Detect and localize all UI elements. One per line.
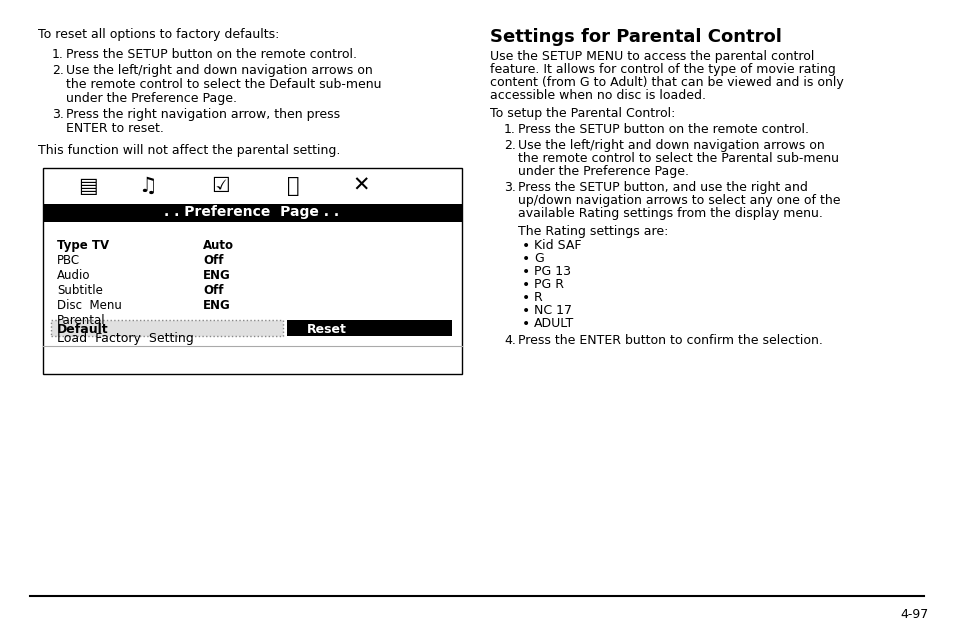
- Text: ⚿: ⚿: [287, 176, 299, 196]
- Text: 1.: 1.: [503, 123, 516, 136]
- Text: Audio: Audio: [57, 269, 91, 282]
- Text: content (from G to Adult) that can be viewed and is only: content (from G to Adult) that can be vi…: [490, 76, 842, 89]
- Text: Off: Off: [203, 284, 223, 297]
- Text: under the Preference Page.: under the Preference Page.: [517, 165, 688, 178]
- Text: •: •: [521, 291, 530, 305]
- Bar: [43, 204, 461, 222]
- Text: ▤: ▤: [78, 176, 98, 196]
- Text: 4-97: 4-97: [899, 608, 927, 621]
- Text: the remote control to select the Default sub-menu: the remote control to select the Default…: [66, 78, 381, 91]
- Text: NC 17: NC 17: [534, 304, 572, 317]
- Text: under the Preference Page.: under the Preference Page.: [66, 92, 236, 105]
- Text: Press the right navigation arrow, then press: Press the right navigation arrow, then p…: [66, 108, 340, 121]
- Text: Settings for Parental Control: Settings for Parental Control: [490, 28, 781, 46]
- Text: R: R: [534, 291, 542, 304]
- Text: PG 13: PG 13: [534, 265, 571, 278]
- Text: 1.: 1.: [52, 48, 64, 61]
- Text: To setup the Parental Control:: To setup the Parental Control:: [490, 107, 675, 120]
- Text: ENG: ENG: [203, 299, 231, 312]
- Text: 2.: 2.: [503, 139, 516, 152]
- Text: G: G: [534, 252, 543, 265]
- Text: Press the SETUP button on the remote control.: Press the SETUP button on the remote con…: [517, 123, 808, 136]
- Bar: [43, 168, 461, 374]
- Text: Auto: Auto: [203, 239, 233, 252]
- Text: Disc  Menu: Disc Menu: [57, 299, 122, 312]
- Text: up/down navigation arrows to select any one of the: up/down navigation arrows to select any …: [517, 194, 840, 207]
- Text: Press the ENTER button to confirm the selection.: Press the ENTER button to confirm the se…: [517, 334, 822, 347]
- Text: 3.: 3.: [503, 181, 516, 194]
- Text: 2.: 2.: [52, 64, 64, 77]
- Text: •: •: [521, 317, 530, 331]
- Text: ENG: ENG: [203, 269, 231, 282]
- Text: Use the left/right and down navigation arrows on: Use the left/right and down navigation a…: [517, 139, 824, 152]
- Text: Reset: Reset: [307, 323, 347, 336]
- Bar: [287, 320, 452, 336]
- Text: Off: Off: [203, 254, 223, 267]
- Text: Type TV: Type TV: [57, 239, 109, 252]
- Text: ✕: ✕: [352, 176, 370, 196]
- Text: PBC: PBC: [57, 254, 80, 267]
- Text: ♫: ♫: [138, 176, 157, 196]
- Text: accessible when no disc is loaded.: accessible when no disc is loaded.: [490, 89, 705, 102]
- Text: Use the left/right and down navigation arrows on: Use the left/right and down navigation a…: [66, 64, 373, 77]
- Text: ☑: ☑: [212, 176, 230, 196]
- Text: Use the SETUP MENU to access the parental control: Use the SETUP MENU to access the parenta…: [490, 50, 814, 63]
- Text: The Rating settings are:: The Rating settings are:: [517, 225, 668, 238]
- Text: To reset all options to factory defaults:: To reset all options to factory defaults…: [38, 28, 279, 41]
- Text: available Rating settings from the display menu.: available Rating settings from the displ…: [517, 207, 822, 220]
- Text: Default: Default: [57, 323, 109, 336]
- Text: Subtitle: Subtitle: [57, 284, 103, 297]
- Text: •: •: [521, 278, 530, 292]
- Text: •: •: [521, 304, 530, 318]
- Bar: [51, 320, 283, 336]
- Text: ENTER to reset.: ENTER to reset.: [66, 122, 164, 135]
- Text: This function will not affect the parental setting.: This function will not affect the parent…: [38, 144, 340, 157]
- Text: . . Preference  Page . .: . . Preference Page . .: [164, 205, 339, 219]
- Text: 3.: 3.: [52, 108, 64, 121]
- Text: Parental: Parental: [57, 314, 106, 327]
- Text: Press the SETUP button, and use the right and: Press the SETUP button, and use the righ…: [517, 181, 807, 194]
- Text: feature. It allows for control of the type of movie rating: feature. It allows for control of the ty…: [490, 63, 835, 76]
- Text: PG R: PG R: [534, 278, 563, 291]
- Text: ADULT: ADULT: [534, 317, 574, 330]
- Text: Press the SETUP button on the remote control.: Press the SETUP button on the remote con…: [66, 48, 356, 61]
- Text: the remote control to select the Parental sub-menu: the remote control to select the Parenta…: [517, 152, 838, 165]
- Text: •: •: [521, 239, 530, 253]
- Text: •: •: [521, 265, 530, 279]
- Text: Kid SAF: Kid SAF: [534, 239, 581, 252]
- Text: 4.: 4.: [503, 334, 516, 347]
- Text: Load  Factory  Setting: Load Factory Setting: [57, 332, 193, 345]
- Text: •: •: [521, 252, 530, 266]
